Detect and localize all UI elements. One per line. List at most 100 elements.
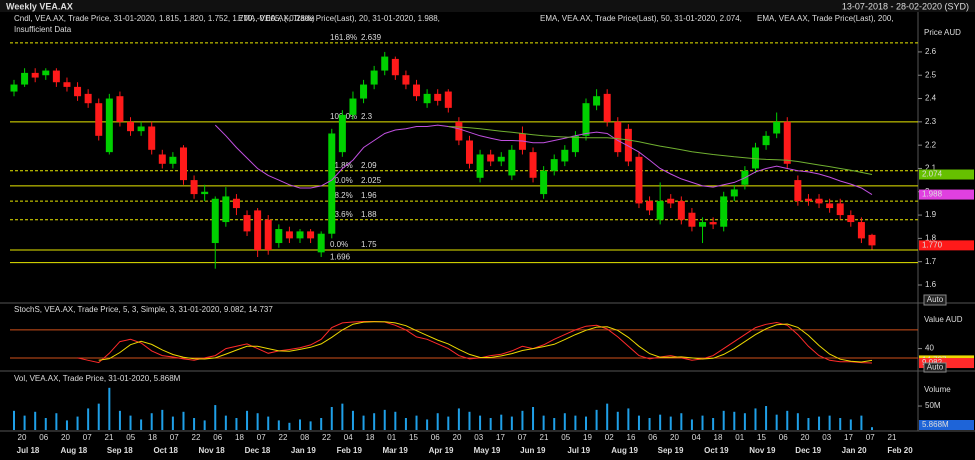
candle-body <box>455 121 463 141</box>
volume-bar <box>426 419 429 430</box>
volume-bar <box>108 387 111 430</box>
x-month-label: Aug 19 <box>611 446 638 455</box>
x-month-label: Nov 19 <box>749 446 776 455</box>
volume-bar <box>659 414 662 430</box>
candle-body <box>232 198 240 209</box>
volume-bar <box>118 410 121 430</box>
x-month-label: Nov 18 <box>198 446 225 455</box>
candle-body <box>190 180 198 195</box>
candle-body <box>603 93 611 122</box>
x-day-label: 18 <box>714 433 723 442</box>
candle-body <box>868 234 876 246</box>
fib-value: 2.639 <box>361 33 382 42</box>
legend-ema: EMA, VEA.AX, Trade Price(Last), 20, 31-0… <box>238 14 440 23</box>
volume-bar <box>468 411 471 430</box>
candle-body <box>127 121 135 132</box>
x-day-label: 05 <box>561 433 570 442</box>
candle-body <box>561 149 569 162</box>
x-day-label: 21 <box>540 433 549 442</box>
x-day-label: 06 <box>213 433 222 442</box>
volume-bar <box>479 415 482 430</box>
title-bar <box>0 0 975 12</box>
volume-bar <box>754 408 757 430</box>
x-day-label: 15 <box>409 433 418 442</box>
candle-body <box>571 135 579 153</box>
x-day-label: 20 <box>670 433 679 442</box>
candle-body <box>307 231 315 239</box>
x-day-label: 20 <box>18 433 27 442</box>
x-day-label: 20 <box>453 433 462 442</box>
volume-bar <box>404 418 407 430</box>
volume-bar <box>595 409 598 430</box>
volume-bar <box>871 427 873 430</box>
volume-bar <box>447 416 450 430</box>
volume-bar <box>765 406 768 430</box>
candle-body <box>720 196 728 227</box>
candle-body <box>105 98 113 153</box>
x-month-label: Mar 19 <box>382 446 408 455</box>
volume-bar <box>309 421 312 430</box>
y-tick-label: 2.4 <box>925 94 937 103</box>
candle-body <box>487 154 495 162</box>
x-day-label: 22 <box>192 433 201 442</box>
x-day-label: 19 <box>583 433 592 442</box>
candle-body <box>264 219 272 251</box>
volume-bar <box>553 418 556 430</box>
x-day-label: 02 <box>605 433 614 442</box>
scale-mode[interactable]: Auto <box>927 295 944 304</box>
candle-body <box>222 196 230 223</box>
volume-bar <box>394 411 397 430</box>
candle-body <box>857 222 865 239</box>
volume-bar <box>193 418 196 430</box>
candle-body <box>730 189 738 197</box>
candle-body <box>402 75 410 85</box>
legend-stoch: StochS, VEA.AX, Trade Price, 5, 3, Simpl… <box>14 305 273 314</box>
volume-bar <box>786 410 789 430</box>
fib-value: 1.75 <box>361 240 377 249</box>
x-month-label: Jun 19 <box>520 446 546 455</box>
x-day-label: 03 <box>474 433 483 442</box>
volume-bar <box>76 416 79 430</box>
volume-bar <box>55 413 58 430</box>
volume-bar <box>150 413 153 430</box>
volume-bar <box>500 414 503 430</box>
volume-bar <box>34 411 37 430</box>
candle-body <box>762 135 770 146</box>
volume-bar <box>299 419 301 430</box>
candle-body <box>635 156 643 204</box>
candle-body <box>391 58 399 76</box>
x-day-label: 04 <box>692 433 701 442</box>
candle-body <box>804 198 812 202</box>
candle-body <box>667 198 675 204</box>
candle-body <box>116 96 124 122</box>
candle-body <box>423 93 431 104</box>
candle-body <box>158 154 166 164</box>
volume-bar <box>616 411 619 430</box>
candle-body <box>518 133 526 150</box>
x-month-label: Jan 19 <box>291 446 316 455</box>
x-day-label: 07 <box>170 433 179 442</box>
x-month-label: Feb 20 <box>887 446 913 455</box>
candle-body <box>783 121 791 164</box>
x-day-label: 17 <box>844 433 853 442</box>
candle-body <box>444 91 452 108</box>
candle-body <box>434 93 442 101</box>
volume-bar <box>161 409 164 430</box>
y-tick-label: 2.2 <box>925 140 937 149</box>
candle-body <box>243 215 251 232</box>
scale-button[interactable] <box>923 362 947 373</box>
volume-bar <box>743 413 746 430</box>
scale-button[interactable] <box>923 294 947 306</box>
axis-label: Value AUD <box>924 315 963 324</box>
candle-body <box>465 140 473 164</box>
y-tick-label: 2.1 <box>925 164 937 173</box>
volume-bar <box>849 419 852 430</box>
x-day-label: 18 <box>366 433 375 442</box>
scale-mode[interactable]: Auto <box>927 363 944 372</box>
y-tick-label: 1.7 <box>925 257 937 266</box>
candle-body <box>815 198 823 204</box>
volume-bar <box>860 415 863 430</box>
candle-body <box>31 72 39 78</box>
legend-candles: Cndl, VEA.AX, Trade Price, 31-01-2020, 1… <box>14 14 315 23</box>
